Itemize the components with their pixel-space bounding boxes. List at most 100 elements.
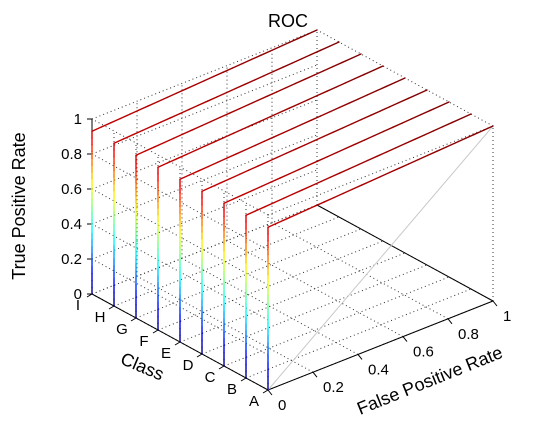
roc-H-seg-1-15 — [253, 75, 265, 81]
roc-D-seg-1-11 — [304, 139, 316, 146]
roc-F-seg-1-6 — [213, 137, 225, 143]
z-tick-3 — [196, 353, 203, 358]
roc-curve-G — [135, 53, 362, 319]
roc-C-seg-1-18 — [392, 122, 403, 129]
roc-G-seg-1-11 — [238, 103, 250, 110]
roc-E-seg-1-2 — [198, 165, 209, 172]
roc-A-seg-1-6 — [323, 197, 335, 203]
roc-D-seg-1-6 — [257, 161, 269, 167]
roc-G-seg-1-6 — [191, 125, 203, 131]
roc-E-seg-1-15 — [319, 111, 331, 117]
roc-E-seg-1-0 — [179, 174, 191, 180]
roc-F-seg-1-1 — [166, 158, 178, 164]
roc-C-seg-1-6 — [279, 173, 291, 179]
roc-E-seg-1-16 — [329, 106, 341, 113]
roc-I-seg-1-4 — [128, 109, 140, 116]
grid-floor-class-6 — [135, 228, 362, 319]
roc-A-seg-1-9 — [351, 184, 363, 190]
roc-A-seg-1-10 — [361, 180, 372, 186]
roc-A-seg-1-16 — [417, 154, 429, 161]
roc-A-seg-1-13 — [389, 167, 400, 174]
grid-back-tpr-1 — [91, 169, 318, 260]
y-tick-label-0: 0 — [74, 286, 82, 303]
roc-I-seg-1-8 — [166, 92, 178, 99]
roc-H-seg-1-5 — [160, 117, 171, 123]
roc-I-seg-1-18 — [260, 50, 271, 57]
roc-D-seg-1-0 — [201, 186, 213, 192]
roc-B-seg-1-11 — [348, 163, 360, 170]
roc-I-seg-1-9 — [175, 88, 187, 94]
roc-G-seg-1-15 — [275, 87, 287, 93]
roc-I-seg-1-1 — [100, 122, 112, 128]
y-axis-label: True Positive Rate — [9, 132, 29, 279]
z-tick-8 — [86, 293, 93, 298]
roc-D-seg-1-8 — [276, 152, 288, 159]
roc-E-seg-1-18 — [348, 98, 359, 105]
roc-I-seg-1-2 — [110, 117, 121, 124]
roc-H-seg-1-13 — [235, 83, 246, 90]
roc-A-seg-1-0 — [267, 222, 279, 228]
roc-F-seg-1-10 — [251, 120, 262, 126]
roc-curve-D — [201, 89, 428, 355]
roc-I-seg-1-15 — [231, 63, 243, 69]
roc-C-seg-1-10 — [317, 156, 328, 162]
roc-I-seg-1-7 — [156, 96, 168, 103]
roc-D-seg-1-7 — [266, 156, 278, 163]
grid-floor-class-3 — [201, 264, 428, 355]
roc-E-seg-1-21 — [376, 85, 387, 92]
roc-E-seg-1-4 — [216, 157, 228, 164]
roc-A-seg-1-1 — [276, 218, 288, 224]
x-tick-label-2: 0.4 — [368, 361, 389, 378]
roc-G-seg-1-17 — [294, 78, 306, 85]
roc-I-seg-1-5 — [138, 105, 149, 111]
grid-floor-class-1 — [245, 288, 472, 379]
roc-F-seg-1-16 — [307, 94, 319, 101]
z-tick-label-A: A — [249, 393, 259, 410]
roc-A-seg-1-20 — [454, 137, 466, 144]
roc-F-seg-1-18 — [326, 86, 337, 93]
roc-B-seg-1-7 — [310, 180, 322, 187]
roc-I-seg-1-12 — [203, 75, 215, 82]
roc-A-seg-1-8 — [342, 188, 354, 195]
roc-I-seg-1-23 — [306, 29, 318, 35]
roc-G-seg-1-14 — [266, 91, 278, 97]
z-tick-label-I: I — [76, 297, 80, 314]
roc-C-seg-1-16 — [373, 130, 385, 137]
roc-C-seg-1-19 — [401, 118, 413, 124]
roc-D-seg-1-4 — [238, 169, 250, 176]
roc-B-seg-1-12 — [357, 159, 369, 166]
roc-B-seg-1-23 — [460, 113, 472, 119]
roc-E-seg-1-13 — [301, 119, 312, 126]
roc-F-seg-1-23 — [372, 65, 384, 71]
roc-C-seg-1-9 — [307, 160, 319, 166]
roc-C-seg-1-23 — [438, 101, 450, 107]
roc-B-seg-1-0 — [245, 210, 257, 216]
roc-A-seg-1-11 — [370, 175, 382, 182]
roc-A-seg-1-14 — [398, 163, 410, 169]
z-tick-label-E: E — [161, 345, 171, 362]
reference-diagonal — [267, 125, 494, 391]
roc-G-seg-1-2 — [154, 141, 165, 148]
roc-B-seg-1-20 — [432, 125, 444, 132]
roc-A-seg-1-21 — [464, 133, 475, 140]
grid-floor-fpr-3 — [226, 240, 404, 338]
roc-D-seg-1-22 — [407, 93, 419, 100]
y-tick-label-3: 0.6 — [61, 181, 82, 198]
roc-F-seg-1-21 — [354, 73, 365, 80]
roc-C-seg-1-20 — [410, 113, 422, 120]
x-tick-label-5: 1 — [503, 308, 511, 325]
roc-I-seg-1-6 — [147, 101, 159, 107]
x-tick-4 — [447, 318, 453, 325]
roc-curve-E — [179, 77, 406, 343]
roc-A-seg-1-3 — [295, 209, 307, 216]
roc-G-seg-1-7 — [200, 120, 212, 127]
roc-F-seg-1-13 — [279, 107, 290, 114]
roc-I-seg-1-13 — [213, 71, 224, 78]
axes — [86, 118, 498, 396]
roc-H-seg-1-21 — [310, 49, 321, 56]
x-tick-label-1: 0.2 — [323, 379, 344, 396]
roc-G-seg-1-19 — [313, 70, 325, 76]
roc-G-seg-1-1 — [144, 146, 156, 152]
roc-D-seg-1-15 — [341, 123, 353, 129]
